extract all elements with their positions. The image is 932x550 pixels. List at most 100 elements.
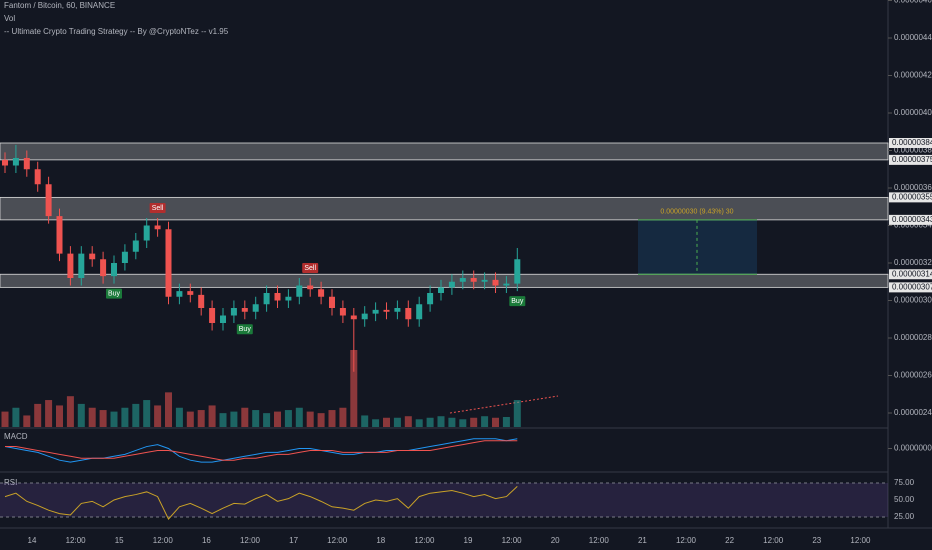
- volume-bar: [448, 417, 456, 427]
- price-label: 0.00000384: [892, 138, 932, 147]
- x-tick-label: 17: [289, 536, 298, 545]
- volume-bar: [339, 407, 347, 427]
- x-tick-label: 12:00: [676, 536, 697, 545]
- volume-bar: [154, 405, 162, 427]
- x-tick-label: 20: [551, 536, 560, 545]
- x-tick-label: 12:00: [327, 536, 348, 545]
- volume-bar: [197, 410, 205, 427]
- volume-bar: [437, 416, 445, 427]
- volume-bar: [132, 403, 140, 427]
- candle-body: [143, 225, 150, 241]
- candle-body: [78, 253, 85, 278]
- volume-bar: [459, 419, 467, 427]
- x-tick-label: 12:00: [502, 536, 523, 545]
- candle-body: [220, 315, 226, 323]
- zone: [0, 142, 889, 161]
- volume-bar: [492, 417, 499, 427]
- volume-bar: [143, 400, 151, 427]
- x-tick-label: 18: [376, 536, 385, 545]
- volume-bar: [350, 350, 358, 427]
- candle-body: [372, 309, 379, 314]
- candle-body: [329, 296, 335, 308]
- volume-bar: [361, 415, 369, 427]
- volume-label: Vol: [4, 14, 15, 23]
- candle-body: [154, 225, 161, 230]
- volume-bar: [306, 411, 314, 427]
- price-label: 0.00000355: [892, 192, 932, 201]
- x-tick-label: 12:00: [414, 536, 435, 545]
- volume-bar: [121, 407, 129, 427]
- y-tick-label: 0.00000000: [894, 444, 932, 453]
- candle-body: [459, 277, 466, 282]
- candle-body: [274, 292, 281, 301]
- x-tick-label: 15: [115, 536, 124, 545]
- candle-body: [470, 277, 477, 282]
- x-tick-label: 12:00: [763, 536, 784, 545]
- y-tick-label: 50.00: [894, 495, 915, 504]
- candle-body: [89, 253, 96, 260]
- volume-bar: [77, 403, 85, 427]
- volume-bar: [372, 419, 380, 427]
- price-label-box: [889, 154, 932, 165]
- candle-body: [405, 307, 412, 320]
- signal-box: [236, 324, 253, 335]
- volume-bar: [470, 417, 478, 427]
- candle-body: [198, 294, 205, 308]
- price-label-box: [889, 282, 932, 293]
- price-label-box: [889, 269, 932, 280]
- candle-body: [394, 307, 401, 312]
- candle-body: [438, 287, 444, 293]
- candle-body: [263, 292, 270, 305]
- candle-body: [34, 169, 41, 185]
- strategy-label: -- Ultimate Crypto Trading Strategy -- B…: [4, 27, 229, 36]
- volume-bar: [328, 410, 336, 427]
- x-tick-label: 12:00: [850, 536, 871, 545]
- volume-bar: [1, 411, 9, 427]
- volume-bar: [415, 419, 423, 427]
- candle-body: [416, 304, 423, 320]
- volume-bar: [208, 405, 216, 427]
- volume-bar: [45, 400, 53, 427]
- candle-body: [361, 313, 368, 320]
- signal-box: [302, 262, 319, 273]
- rsi-band: [0, 482, 888, 518]
- candle-body: [241, 307, 248, 312]
- title: Fantom / Bitcoin, 60, BINANCE: [4, 1, 115, 10]
- volume-bar: [66, 396, 74, 427]
- candle-body: [121, 251, 128, 263]
- candle-body: [481, 279, 488, 282]
- volume-bar: [110, 411, 118, 427]
- candle-body: [427, 292, 434, 305]
- volume-bar: [186, 411, 194, 427]
- measure-box: [638, 219, 757, 275]
- x-tick-label: 22: [725, 536, 734, 545]
- plot: [0, 142, 889, 427]
- x-tick-label: 16: [202, 536, 211, 545]
- volume-bar: [99, 410, 107, 427]
- candle-body: [23, 158, 30, 170]
- volume-bar: [426, 417, 434, 427]
- volume-bar: [12, 407, 20, 427]
- candle-body: [165, 229, 172, 297]
- zone: [0, 196, 889, 221]
- volume-bar: [274, 411, 281, 427]
- candle-body: [285, 296, 292, 301]
- candle-body: [2, 159, 8, 166]
- measure-label: 0.00000030 (9.43%) 30: [660, 209, 733, 216]
- price-label: 0.00000375: [892, 155, 932, 164]
- price-label-box: [889, 138, 932, 149]
- candle-body: [448, 281, 455, 288]
- candle-body: [492, 279, 499, 286]
- volume-bar: [481, 416, 489, 427]
- volume-bar: [56, 405, 63, 427]
- signal-label: Buy: [108, 290, 121, 297]
- volume-bar: [263, 413, 271, 427]
